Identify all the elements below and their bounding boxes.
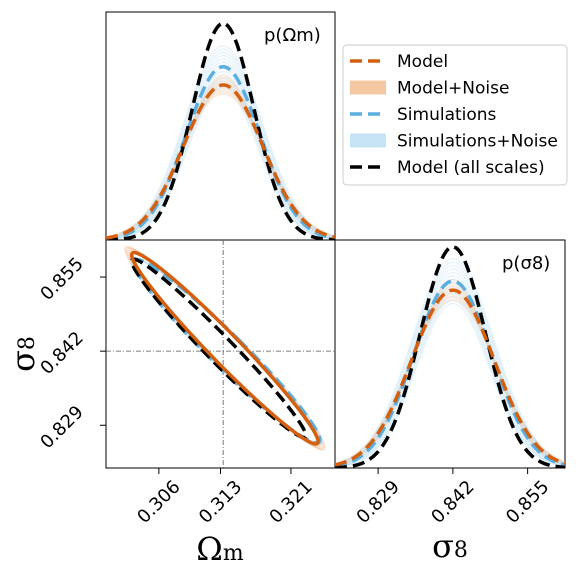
model-noise-contour [126, 247, 322, 448]
model-noise-contour [130, 250, 326, 451]
simulations-noise-contour [135, 260, 324, 446]
legend-frame [342, 44, 568, 186]
simulations-noise-curve [106, 74, 335, 240]
simulations-noise-curve [335, 258, 565, 465]
simulations-noise-contour [131, 257, 319, 443]
model-all-scales-marginal-curve [335, 245, 565, 468]
sigma-8-marginal-curves [335, 245, 565, 468]
model-contour [129, 250, 320, 446]
simulations-noise-curve [335, 292, 565, 468]
model-noise-contour [126, 247, 323, 449]
x-tick-label-sigma-8: 0.842 [427, 476, 478, 527]
legend-item-model: Model [350, 52, 448, 72]
simulations-noise-curve [106, 86, 335, 240]
legend-label: Simulations [397, 105, 497, 125]
model-noise-contour [128, 248, 324, 450]
model-all-scales-marginal-curve [106, 21, 335, 240]
model-noise-curve [106, 92, 335, 238]
simulations-noise-curve [335, 296, 565, 468]
legend-item-model-noise: Model+Noise [350, 79, 509, 99]
simulations-noise-curve [106, 48, 335, 239]
model-noise-curve [335, 300, 565, 465]
model-all-scales-contour [129, 257, 308, 440]
omega-m-panel-title: p(Ωm) [264, 25, 321, 46]
simulations-noise-contour [134, 260, 323, 445]
model-noise-contour [130, 249, 326, 451]
omega-m-marginal-curves [106, 21, 335, 240]
simulations-noise-contour [130, 257, 319, 443]
legend-label: Model+Noise [397, 79, 509, 99]
x-axis-label-sigma-8: σ8 [432, 527, 468, 565]
simulations-noise-contour [130, 257, 318, 442]
sigma-8-panel-title: p(σ8) [502, 253, 550, 274]
panel-sigma-8-marginal [334, 239, 566, 469]
legend-label: Model [397, 52, 448, 72]
model-noise-contour [123, 245, 319, 447]
simulations-noise-contour [133, 259, 322, 445]
simulations-marginal-curve [335, 279, 565, 468]
legend-swatch [350, 133, 386, 148]
x-axis-label-omega-m: Ωm [196, 530, 244, 568]
simulations-contour [131, 257, 322, 445]
model-marginal-curve [106, 83, 335, 240]
simulations-noise-contour [131, 258, 320, 443]
legend: Model Model+Noise Simulations Simulations+N… [342, 44, 568, 186]
model-noise-curve [106, 93, 335, 238]
legend-swatch [350, 80, 386, 95]
simulations-noise-curve [335, 302, 565, 468]
x-tick-label-omega-m: 0.306 [133, 476, 184, 527]
model-noise-contour [129, 249, 325, 450]
legend-item-simulations: Simulations [350, 105, 497, 125]
legend-item-model-all-scales: Model (all scales) [350, 158, 545, 178]
simulations-noise-curve [335, 261, 565, 466]
model-noise-contour [127, 248, 323, 449]
model-noise-contour [124, 246, 320, 447]
simulations-noise-curve [335, 299, 565, 468]
joint-contours [106, 240, 335, 468]
x-tick-label-sigma-8: 0.829 [353, 476, 404, 527]
y-tick-label-sigma-8: 0.855 [36, 254, 87, 305]
model-noise-curve [335, 298, 565, 465]
y-tick-label-sigma-8: 0.829 [36, 402, 87, 453]
y-tick-label-sigma-8: 0.842 [36, 328, 87, 379]
legend-label: Simulations+Noise [397, 132, 558, 152]
simulations-marginal-curve [106, 64, 335, 240]
simulations-noise-curve [106, 77, 335, 240]
x-tick-label-omega-m: 0.313 [195, 476, 246, 527]
x-tick-label-omega-m: 0.321 [265, 476, 316, 527]
simulations-noise-curve [106, 80, 335, 240]
model-marginal-curve [335, 288, 565, 467]
y-axis-label-sigma-8: σ8 [4, 336, 42, 372]
legend-label: Model (all scales) [397, 158, 545, 178]
x-tick-label-sigma-8: 0.855 [502, 476, 553, 527]
legend-item-simulations-noise: Simulations+Noise [350, 132, 558, 152]
simulations-noise-curve [106, 45, 335, 239]
